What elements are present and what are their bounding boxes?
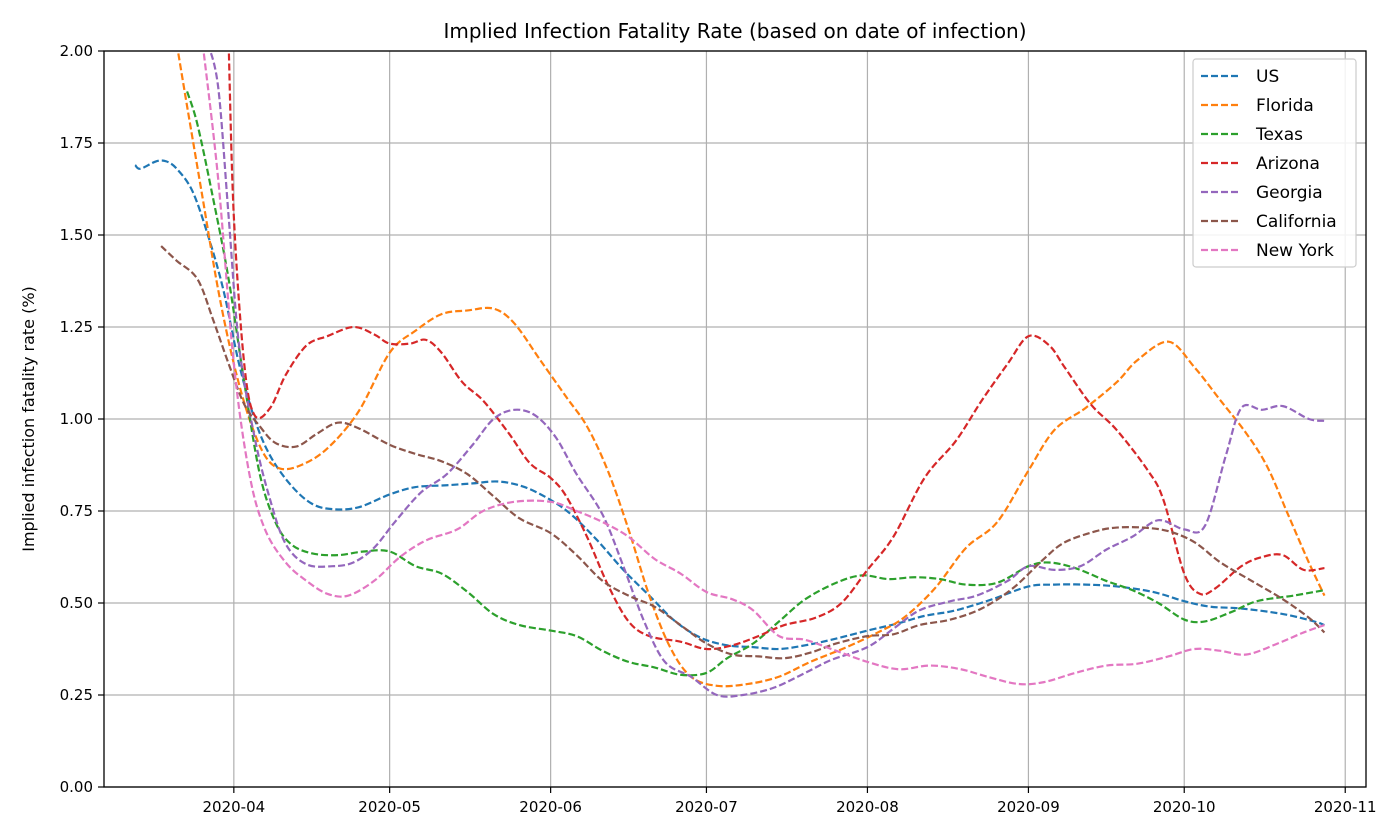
series-line-new-york: [202, 51, 1325, 686]
x-tick-label: 2020-10: [1153, 798, 1216, 816]
series-line-california: [160, 245, 1326, 660]
y-axis-label: Implied infection fatality rate (%): [19, 286, 38, 552]
y-tick-label: 0.00: [60, 778, 93, 796]
series-line-texas: [186, 91, 1325, 677]
legend-label-texas: Texas: [1255, 125, 1303, 145]
y-tick-label: 1.75: [60, 134, 93, 152]
grid-layer: [104, 50, 1366, 788]
series-layer: [134, 51, 1326, 698]
x-axis: 2020-04 2020-05 2020-06 2020-07 2020-08 2020-…: [202, 787, 1377, 816]
legend-label-arizona: Arizona: [1256, 154, 1320, 174]
series-line-florida: [176, 51, 1326, 688]
chart-title: Implied Infection Fatality Rate (based o…: [443, 19, 1026, 43]
legend: US Florida Texas Arizona Georgia California Ne…: [1192, 58, 1357, 268]
x-tick-label: 2020-09: [997, 798, 1060, 816]
x-tick-label: 2020-07: [675, 798, 738, 816]
y-tick-label: 1.00: [60, 410, 93, 428]
y-tick-label: 0.25: [60, 686, 93, 704]
legend-label-us: US: [1256, 67, 1279, 87]
series-line-arizona: [227, 51, 1325, 651]
series-line-us: [134, 159, 1325, 651]
y-tick-label: 1.50: [60, 226, 93, 244]
x-tick-label: 2020-05: [358, 798, 421, 816]
legend-label-new-york: New York: [1256, 241, 1334, 261]
y-tick-label: 1.25: [60, 318, 93, 336]
legend-box: [1192, 58, 1357, 268]
legend-label-georgia: Georgia: [1256, 183, 1323, 203]
y-tick-label: 2.00: [60, 42, 93, 60]
y-tick-label: 0.75: [60, 502, 93, 520]
y-tick-label: 0.50: [60, 594, 93, 612]
series-line-georgia: [209, 51, 1325, 698]
x-tick-label: 2020-11: [1314, 798, 1377, 816]
x-tick-label: 2020-08: [836, 798, 899, 816]
y-axis: 0.00 0.25 0.50 0.75 1.00 1.25 1.50 1.75 2.00: [60, 42, 104, 796]
x-tick-label: 2020-04: [202, 798, 265, 816]
x-tick-label: 2020-06: [519, 798, 582, 816]
legend-label-florida: Florida: [1256, 96, 1314, 116]
legend-label-california: California: [1256, 212, 1337, 232]
